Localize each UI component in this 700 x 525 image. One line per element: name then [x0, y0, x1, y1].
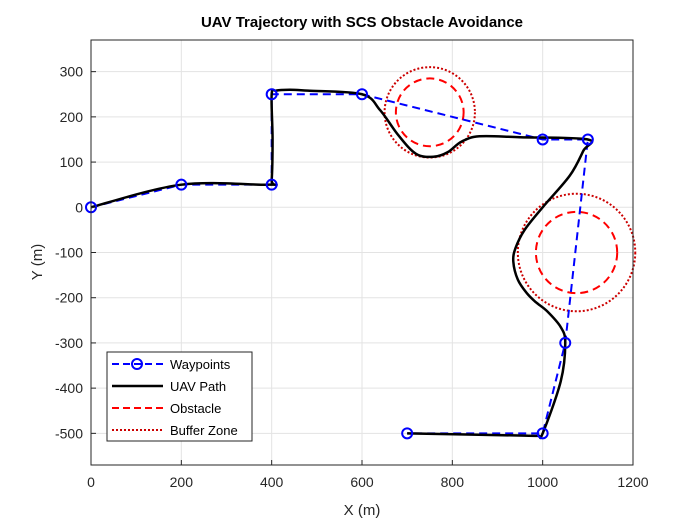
waypoint-marker [536, 133, 549, 146]
y-tick-label: -400 [55, 380, 83, 396]
obstacle-circle [534, 210, 619, 295]
waypoints-series [90, 93, 589, 435]
legend-label-obstacle: Obstacle [170, 401, 221, 416]
obstacle-circle [394, 77, 465, 148]
y-tick-label: -300 [55, 335, 83, 351]
waypoint-marker [559, 336, 572, 349]
legend-entry-uav-path: UAV Path [112, 379, 226, 394]
legend-label-uav-path: UAV Path [170, 379, 226, 394]
legend: Waypoints UAV Path Obstacle Buffer Zone [106, 351, 253, 442]
legend-entry-buffer-zone: Buffer Zone [112, 423, 238, 438]
waypoint-marker [536, 427, 549, 440]
y-tick-label: 300 [60, 64, 84, 80]
legend-label-buffer-zone: Buffer Zone [170, 423, 238, 438]
y-tick-label: 0 [75, 199, 83, 215]
x-tick-label: 0 [87, 474, 95, 490]
x-axis-label: X (m) [344, 502, 381, 519]
x-tick-label: 600 [350, 474, 374, 490]
y-tick-label: -500 [55, 425, 83, 441]
y-tick-label: 100 [60, 154, 84, 170]
chart-title: UAV Trajectory with SCS Obstacle Avoidan… [201, 14, 523, 31]
waypoint-marker [175, 178, 188, 191]
y-tick-label: 200 [60, 109, 84, 125]
buffer-zone-circle [383, 66, 476, 159]
x-tick-label: 1000 [527, 474, 558, 490]
x-axis-ticks: 0 200 400 600 800 1000 1200 [87, 460, 649, 490]
x-tick-label: 1200 [617, 474, 648, 490]
legend-box [106, 351, 253, 442]
x-tick-label: 200 [170, 474, 194, 490]
y-tick-label: -100 [55, 245, 83, 261]
x-tick-label: 400 [260, 474, 284, 490]
legend-entry-waypoints: Waypoints [112, 357, 231, 372]
legend-label-waypoints: Waypoints [170, 357, 231, 372]
y-axis-ticks: 300 200 100 0 -100 -200 -300 -400 -500 [55, 64, 96, 441]
waypoint-marker [265, 178, 278, 191]
x-tick-label: 800 [441, 474, 465, 490]
legend-marker-waypoints [131, 358, 143, 370]
y-axis-label: Y (m) [29, 244, 46, 280]
waypoint-marker [401, 427, 414, 440]
legend-entry-obstacle: Obstacle [112, 401, 221, 416]
waypoint-marker [356, 88, 368, 101]
obstacles [383, 66, 637, 313]
buffer-zone-circle [516, 192, 637, 313]
waypoints-line [90, 93, 589, 435]
waypoint-marker [581, 133, 594, 146]
y-tick-label: -200 [55, 290, 83, 306]
waypoint-marker [265, 88, 278, 101]
